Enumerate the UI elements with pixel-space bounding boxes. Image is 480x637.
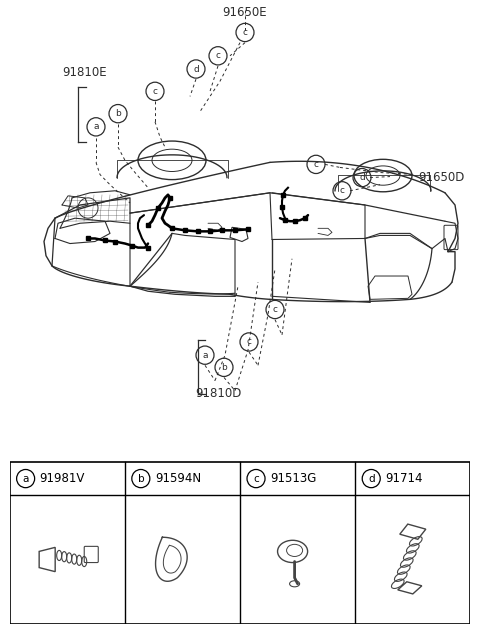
Text: c: c (273, 305, 277, 314)
Text: c: c (216, 52, 220, 61)
Text: c: c (153, 87, 157, 96)
Text: c: c (242, 28, 248, 37)
Text: c: c (253, 473, 259, 483)
Text: a: a (202, 350, 208, 360)
Text: 91810D: 91810D (195, 387, 241, 400)
Text: b: b (115, 109, 121, 118)
Text: 91650D: 91650D (418, 171, 464, 184)
Text: c: c (339, 186, 345, 196)
Text: d: d (193, 64, 199, 73)
Text: b: b (221, 363, 227, 372)
Text: 91650E: 91650E (223, 6, 267, 19)
Text: d: d (368, 473, 374, 483)
Text: 91594N: 91594N (155, 472, 201, 485)
Text: a: a (23, 473, 29, 483)
Text: 91981V: 91981V (40, 472, 85, 485)
Text: 91810E: 91810E (62, 66, 107, 79)
Text: c: c (247, 338, 252, 347)
Text: c: c (313, 160, 319, 169)
Text: a: a (93, 122, 99, 131)
Text: d: d (359, 173, 365, 182)
Text: b: b (137, 473, 144, 483)
Text: 91714: 91714 (385, 472, 423, 485)
Text: 91513G: 91513G (270, 472, 316, 485)
